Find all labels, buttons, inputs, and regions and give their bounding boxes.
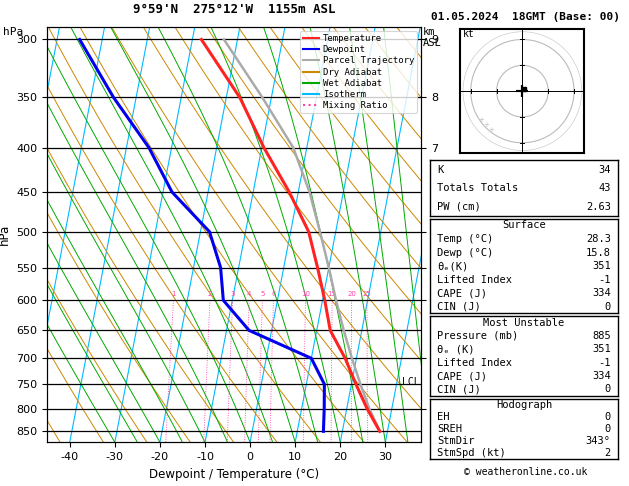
Text: 2: 2	[604, 448, 611, 458]
Text: 15: 15	[328, 291, 337, 297]
Y-axis label: hPa: hPa	[0, 224, 11, 245]
Text: -1: -1	[598, 275, 611, 285]
Text: 20: 20	[347, 291, 356, 297]
Text: StmDir: StmDir	[437, 436, 475, 446]
Text: 885: 885	[592, 331, 611, 341]
Text: Pressure (mb): Pressure (mb)	[437, 331, 518, 341]
Text: 343°: 343°	[586, 436, 611, 446]
Text: CIN (J): CIN (J)	[437, 302, 481, 312]
Text: 43: 43	[598, 183, 611, 193]
Text: 334: 334	[592, 371, 611, 381]
Text: 2: 2	[208, 291, 212, 297]
Text: 0: 0	[604, 384, 611, 395]
Text: Surface: Surface	[502, 221, 546, 230]
Text: EH: EH	[437, 412, 450, 422]
Text: © weatheronline.co.uk: © weatheronline.co.uk	[464, 467, 587, 477]
Text: 4: 4	[247, 291, 252, 297]
Legend: Temperature, Dewpoint, Parcel Trajectory, Dry Adiabat, Wet Adiabat, Isotherm, Mi: Temperature, Dewpoint, Parcel Trajectory…	[300, 31, 417, 113]
Text: LCL: LCL	[403, 377, 420, 387]
Text: CIN (J): CIN (J)	[437, 384, 481, 395]
Text: Totals Totals: Totals Totals	[437, 183, 518, 193]
Text: SREH: SREH	[437, 424, 462, 434]
Text: 351: 351	[592, 261, 611, 271]
Text: PW (cm): PW (cm)	[437, 202, 481, 212]
Text: StmSpd (kt): StmSpd (kt)	[437, 448, 506, 458]
Text: 0: 0	[604, 302, 611, 312]
Text: 5: 5	[260, 291, 265, 297]
Text: 25: 25	[363, 291, 371, 297]
X-axis label: Dewpoint / Temperature (°C): Dewpoint / Temperature (°C)	[149, 468, 320, 481]
Text: 2.63: 2.63	[586, 202, 611, 212]
Text: 1: 1	[171, 291, 175, 297]
Text: Lifted Index: Lifted Index	[437, 358, 512, 368]
Text: hPa: hPa	[3, 27, 23, 37]
Text: Lifted Index: Lifted Index	[437, 275, 512, 285]
Text: Mixing Ratio (g/kg): Mixing Ratio (g/kg)	[461, 179, 471, 290]
Text: Most Unstable: Most Unstable	[483, 317, 565, 328]
Text: km
ASL: km ASL	[423, 27, 442, 48]
Text: 10: 10	[301, 291, 310, 297]
Text: 0: 0	[604, 412, 611, 422]
Text: Hodograph: Hodograph	[496, 399, 552, 410]
Text: CAPE (J): CAPE (J)	[437, 371, 487, 381]
Text: θₑ (K): θₑ (K)	[437, 344, 475, 354]
Text: CAPE (J): CAPE (J)	[437, 288, 487, 298]
Text: 6: 6	[271, 291, 276, 297]
Text: +: +	[478, 117, 484, 123]
Text: 3: 3	[230, 291, 235, 297]
Text: 351: 351	[592, 344, 611, 354]
Text: 28.3: 28.3	[586, 234, 611, 244]
Text: kt: kt	[463, 29, 475, 39]
Text: +: +	[483, 122, 489, 128]
Text: θₑ(K): θₑ(K)	[437, 261, 469, 271]
Text: +: +	[489, 127, 494, 134]
Text: 15.8: 15.8	[586, 247, 611, 258]
Text: Temp (°C): Temp (°C)	[437, 234, 493, 244]
Text: 334: 334	[592, 288, 611, 298]
Text: 34: 34	[598, 165, 611, 174]
Text: 0: 0	[604, 424, 611, 434]
Text: K: K	[437, 165, 443, 174]
Text: -1: -1	[598, 358, 611, 368]
Text: Dewp (°C): Dewp (°C)	[437, 247, 493, 258]
Text: 01.05.2024  18GMT (Base: 00): 01.05.2024 18GMT (Base: 00)	[431, 12, 620, 22]
Text: 9°59'N  275°12'W  1155m ASL: 9°59'N 275°12'W 1155m ASL	[133, 3, 335, 17]
